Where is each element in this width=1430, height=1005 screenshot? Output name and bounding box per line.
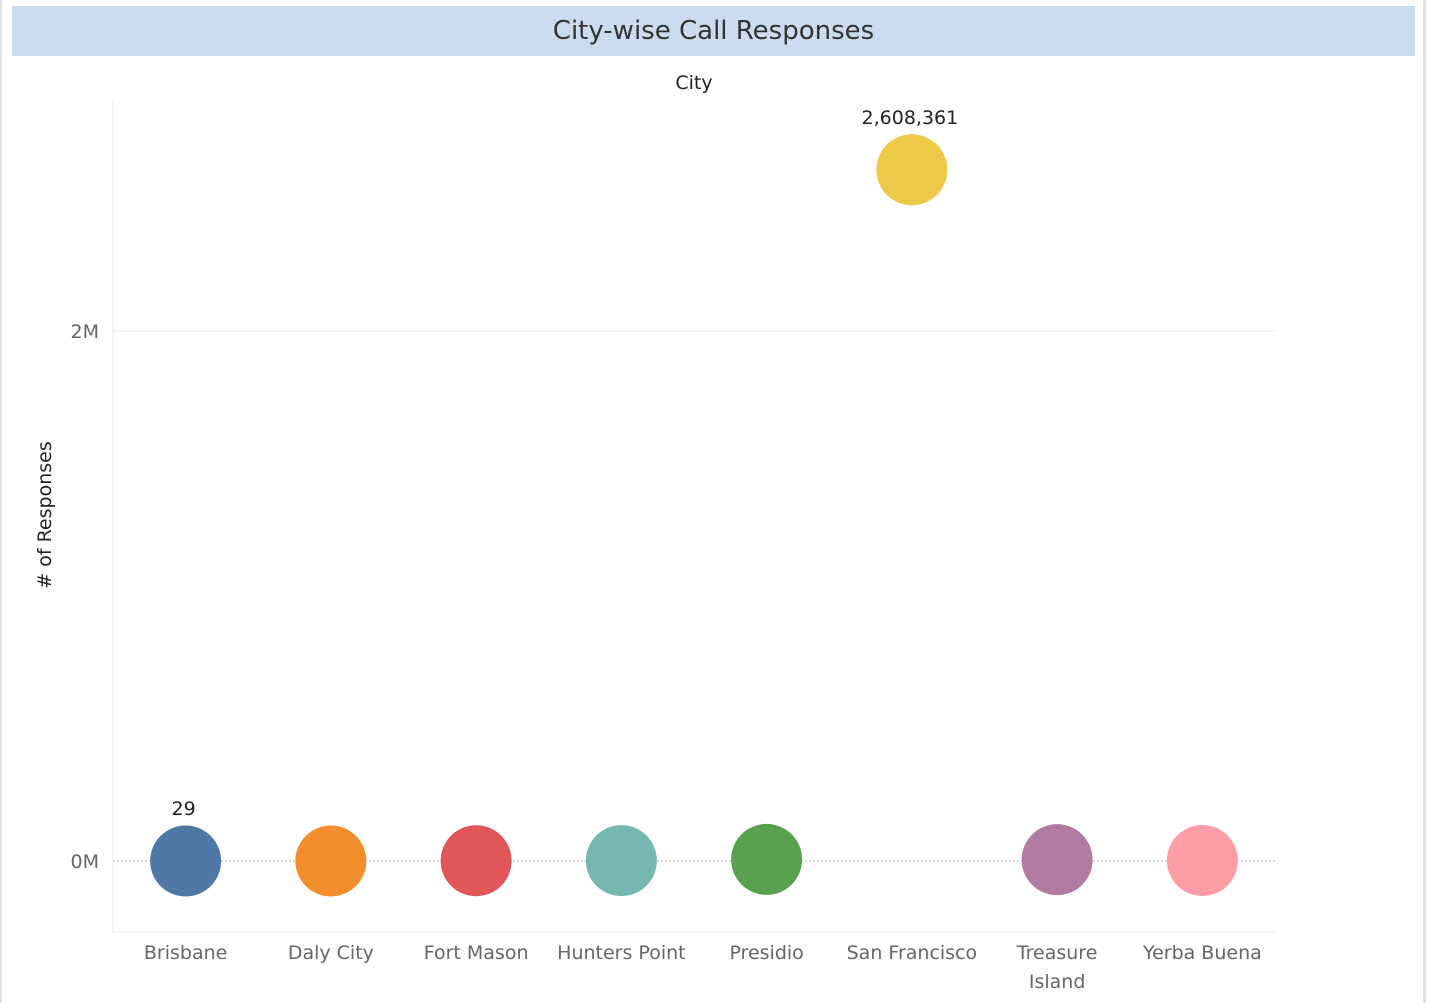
chart-title: City-wise Call Responses: [552, 16, 875, 46]
column-header: City: [675, 72, 712, 94]
y-tick-label: 0M: [71, 851, 99, 873]
x-tick-label: Hunters Point: [557, 942, 685, 964]
x-tick-label: Brisbane: [144, 942, 227, 964]
data-point[interactable]: [1166, 824, 1238, 896]
x-tick-label: Daly City: [288, 942, 374, 964]
data-point[interactable]: [1021, 824, 1093, 896]
data-label: 2,608,361: [862, 107, 959, 129]
data-point[interactable]: [295, 825, 367, 897]
data-point[interactable]: [876, 134, 948, 206]
chart-title-bar: City-wise Call Responses: [12, 6, 1415, 56]
x-tick-label: San Francisco: [847, 942, 978, 964]
y-axis-title: # of Responses: [34, 441, 56, 588]
x-tick-label: Treasure Island: [1016, 942, 1098, 993]
data-point[interactable]: [585, 825, 657, 897]
data-point[interactable]: [150, 825, 222, 897]
y-tick-label: 2M: [71, 321, 99, 343]
data-point[interactable]: [440, 825, 512, 897]
x-tick-label: Yerba Buena: [1142, 942, 1262, 964]
data-point[interactable]: [731, 823, 803, 895]
x-tick-label: Presidio: [729, 942, 803, 964]
data-label: 29: [172, 798, 196, 820]
x-tick-label: Fort Mason: [424, 942, 529, 964]
